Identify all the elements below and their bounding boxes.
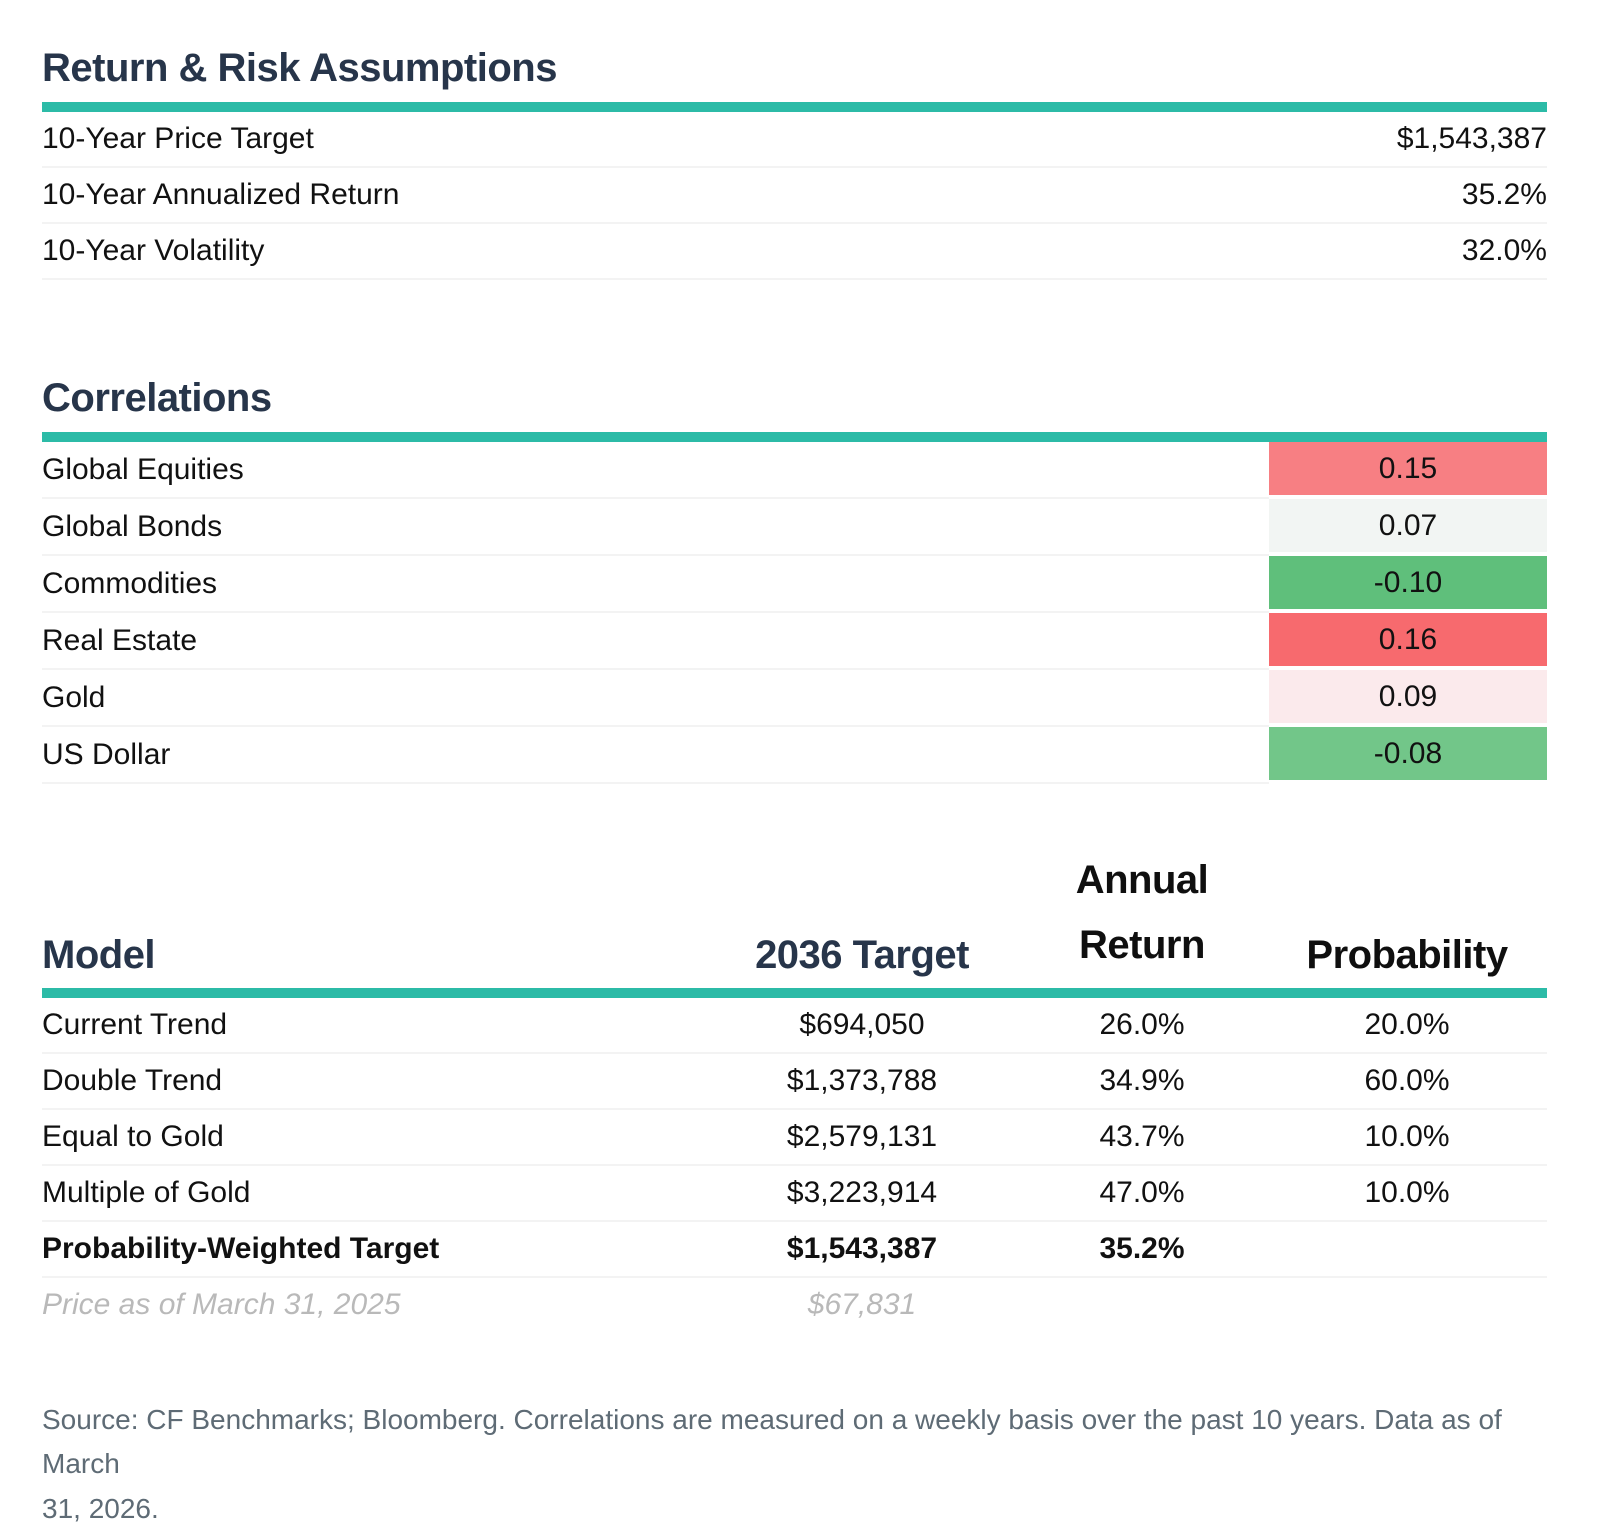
correlation-heatmap-cell: -0.08 [1269,727,1547,784]
model-table: Current Trend $694,050 26.0% 20.0% Doubl… [42,998,1547,1332]
correlation-heatmap-cell: -0.10 [1269,556,1547,613]
target-value: $694,050 [799,1007,925,1041]
correlations-section: Correlations Global Equities 0.15 Global… [42,376,1547,784]
correlation-heatmap-cell: 0.15 [1269,442,1547,499]
column-header-probability: Probability [1306,932,1508,977]
row-label: 10-Year Price Target [42,122,314,155]
row-label: Real Estate [42,613,1269,670]
row-value: $1,543,387 [1396,122,1547,155]
model-section: Model 2036 Target Annual Return Probabil… [42,848,1547,1332]
table-row: 10-Year Volatility 32.0% [42,224,1547,280]
model-name: Equal to Gold [42,1119,224,1153]
column-header-annual-return: Annual Return [1075,858,1209,967]
table-row: Equal to Gold $2,579,131 43.7% 10.0% [42,1110,1547,1166]
row-label: Commodities [42,556,1269,613]
table-row-price-asof: Price as of March 31, 2025 $67,831 [42,1278,1547,1332]
correlations-table: Global Equities 0.15 Global Bonds 0.07 C… [42,442,1547,784]
model-name: Price as of March 31, 2025 [42,1287,401,1321]
annual-return-value: 47.0% [1099,1175,1185,1209]
assumptions-section: Return & Risk Assumptions 10-Year Price … [42,46,1547,280]
row-label: Global Equities [42,442,1269,499]
row-label: 10-Year Annualized Return [42,178,400,211]
model-name: Current Trend [42,1007,228,1041]
correlation-heatmap-cell: 0.07 [1269,499,1547,556]
teal-rule [42,987,1547,998]
target-value: $2,579,131 [786,1119,938,1153]
source-note: Source: CF Benchmarks; Bloomberg. Correl… [42,1403,1502,1525]
probability-value: 10.0% [1364,1175,1450,1209]
model-table-header: Model 2036 Target Annual Return Probabil… [42,848,1547,988]
probability-value: 20.0% [1364,1007,1450,1041]
correlation-heatmap-cell: 0.09 [1269,670,1547,727]
assumptions-title: Return & Risk Assumptions [42,46,557,90]
model-name: Double Trend [42,1063,223,1097]
row-value: 32.0% [1461,234,1547,267]
annual-return-value: 35.2% [1099,1231,1185,1265]
target-value: $1,543,387 [786,1231,938,1265]
table-row: Commodities -0.10 [42,556,1547,613]
table-row: 10-Year Annualized Return 35.2% [42,168,1547,224]
teal-rule [42,432,1547,442]
probability-value: 10.0% [1364,1119,1450,1153]
target-value: $67,831 [807,1287,917,1321]
column-header-target: 2036 Target [755,932,969,977]
table-row: Global Equities 0.15 [42,442,1547,499]
column-header-model: Model [42,932,156,977]
model-name: Probability-Weighted Target [42,1231,440,1265]
table-row: Global Bonds 0.07 [42,499,1547,556]
table-row: 10-Year Price Target $1,543,387 [42,112,1547,168]
annual-return-value: 26.0% [1099,1007,1185,1041]
row-label: Gold [42,670,1269,727]
table-row: Double Trend $1,373,788 34.9% 60.0% [42,1054,1547,1110]
target-value: $1,373,788 [786,1063,938,1097]
row-label: US Dollar [42,727,1269,784]
row-value: 35.2% [1461,178,1547,211]
row-label: Global Bonds [42,499,1269,556]
correlation-heatmap-cell: 0.16 [1269,613,1547,670]
table-row: Gold 0.09 [42,670,1547,727]
table-row: Current Trend $694,050 26.0% 20.0% [42,998,1547,1054]
row-label: 10-Year Volatility [42,234,265,267]
table-row: US Dollar -0.08 [42,727,1547,784]
assumptions-table: 10-Year Price Target $1,543,387 10-Year … [42,112,1547,280]
table-row: Real Estate 0.16 [42,613,1547,670]
teal-rule [42,102,1547,112]
table-row: Multiple of Gold $3,223,914 47.0% 10.0% [42,1166,1547,1222]
annual-return-value: 34.9% [1099,1063,1185,1097]
model-name: Multiple of Gold [42,1175,251,1209]
table-row-probability-weighted: Probability-Weighted Target $1,543,387 3… [42,1222,1547,1278]
annual-return-value: 43.7% [1099,1119,1185,1153]
correlations-title: Correlations [42,376,272,420]
target-value: $3,223,914 [786,1175,938,1209]
probability-value: 60.0% [1364,1063,1450,1097]
